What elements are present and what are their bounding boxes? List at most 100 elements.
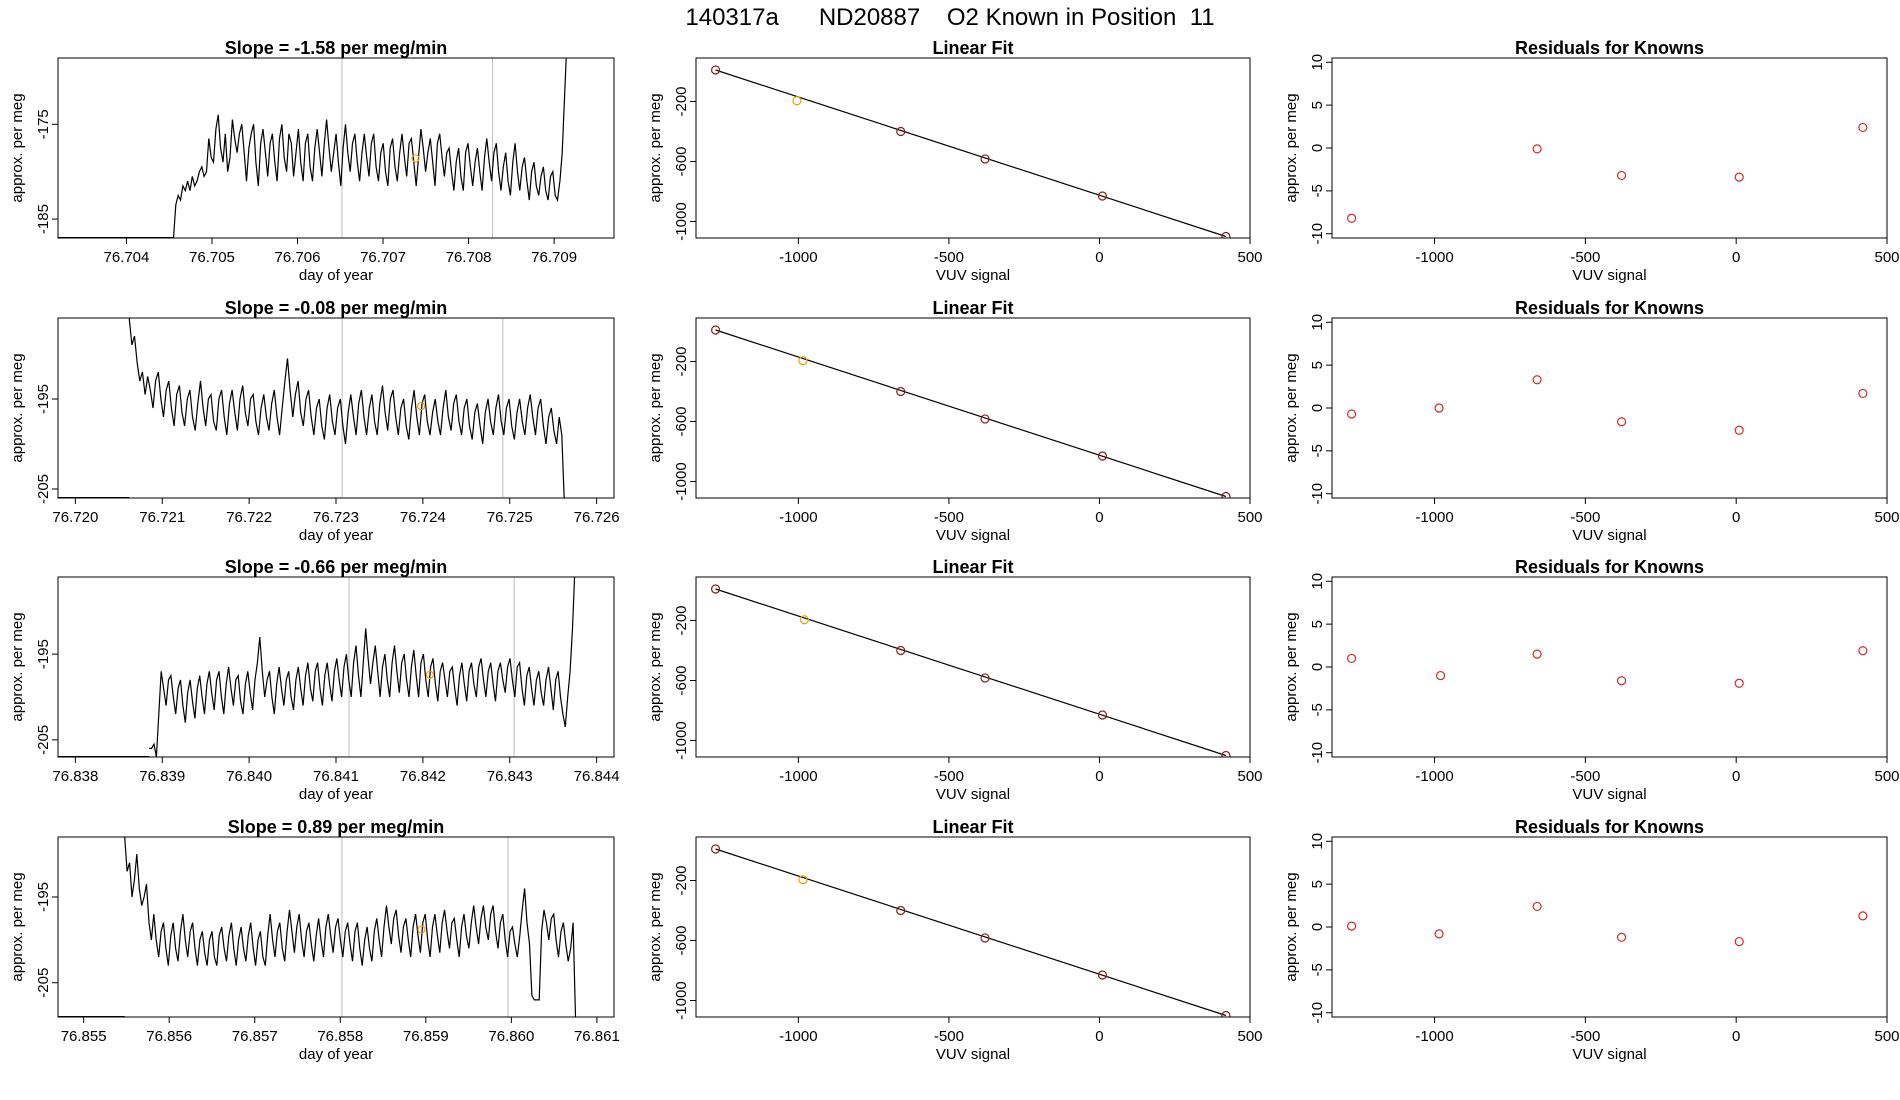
y-tick-label: 10: [1309, 314, 1326, 331]
y-axis-label: approx. per meg: [9, 93, 26, 202]
data-point: [1097, 451, 1108, 461]
y-axis-label: approx. per meg: [9, 872, 26, 981]
residual-point: [1858, 911, 1868, 921]
residuals-3: Residuals for Knowns -1000 -500 0 500 VUV sig…: [1283, 557, 1900, 803]
x-tick-label: 0: [1732, 1028, 1740, 1045]
fit-line: [715, 848, 1227, 1017]
residual-point: [1347, 409, 1357, 419]
highlight-point: [798, 875, 808, 885]
x-tick-label: 76.842: [400, 768, 446, 785]
x-tick-label: -500: [934, 1028, 964, 1045]
panel-title: Residuals for Knowns: [1515, 38, 1704, 58]
x-tick-label: 0: [1095, 1028, 1103, 1045]
data-layer: [710, 844, 1231, 1017]
x-tick-label: -1000: [1415, 768, 1453, 785]
data-layer: [1347, 375, 1868, 435]
y-tick-label: 0: [1309, 923, 1326, 931]
x-tick-label: 0: [1095, 768, 1103, 785]
x-tick-label: 76.843: [487, 768, 533, 785]
data-point: [710, 844, 721, 854]
data-layer: [58, 58, 567, 238]
panel-title: Slope = -0.66 per meg/min: [225, 557, 448, 577]
x-tick-label: 76.723: [313, 509, 359, 526]
x-tick-label: -1000: [779, 509, 817, 526]
panel-title: Linear Fit: [932, 38, 1013, 58]
x-tick-label: 76.726: [574, 509, 620, 526]
y-tick-label: -185: [35, 204, 52, 234]
highlight-point: [417, 925, 426, 934]
y-axis-label: approx. per meg: [9, 612, 26, 721]
plot-frame: [695, 57, 1251, 239]
timeseries-4: Slope = 0.89 per meg/min 76.855 76.856 76.8…: [9, 817, 620, 1063]
data-point: [1221, 231, 1231, 238]
y-tick-label: -10: [1309, 742, 1326, 764]
x-tick-label: 76.721: [139, 509, 185, 526]
x-axis-label: day of year: [299, 527, 373, 544]
residuals-4: Residuals for Knowns -1000 -500 0 500 VUV sig…: [1283, 817, 1900, 1063]
data-point: [980, 673, 990, 683]
x-tick-label: 76.838: [52, 768, 98, 785]
x-tick-label: 76.840: [226, 768, 272, 785]
series-line: [172, 58, 567, 238]
y-tick-label: 10: [1309, 54, 1326, 71]
residual-point: [1734, 678, 1744, 688]
series-line: [124, 837, 577, 1017]
y-tick-label: -1000: [673, 721, 690, 759]
residual-point: [1347, 921, 1357, 931]
x-axis-label: VUV signal: [1572, 267, 1646, 284]
x-tick-label: 76.709: [531, 249, 577, 266]
x-tick-label: 0: [1095, 249, 1103, 266]
y-tick-label: -600: [673, 406, 690, 436]
x-tick-label: 76.704: [103, 249, 149, 266]
residual-point: [1434, 403, 1444, 413]
plot-frame: [1331, 836, 1888, 1018]
residual-point: [1532, 144, 1542, 154]
timeseries-2: Slope = -0.08 per meg/min 76.720 76.721 76.…: [9, 298, 620, 544]
x-tick-label: 500: [1237, 249, 1262, 266]
residual-point: [1347, 213, 1357, 223]
x-axis-label: VUV signal: [936, 786, 1010, 803]
x-tick-label: 76.725: [487, 509, 533, 526]
highlight-point: [792, 96, 802, 106]
panel-title: Slope = -1.58 per meg/min: [225, 38, 448, 58]
y-axis-label: approx. per meg: [1283, 93, 1300, 202]
x-axis-label: VUV signal: [1572, 786, 1646, 803]
y-tick-label: -200: [673, 865, 690, 895]
panel-title: Linear Fit: [932, 557, 1013, 577]
x-tick-label: -500: [1570, 768, 1600, 785]
x-tick-label: 500: [1237, 509, 1262, 526]
x-tick-label: 0: [1732, 768, 1740, 785]
residual-point: [1858, 646, 1868, 656]
x-tick-label: -500: [1570, 1028, 1600, 1045]
residual-point: [1616, 676, 1627, 686]
x-tick-label: 76.857: [232, 1028, 278, 1045]
residual-point: [1734, 172, 1744, 182]
data-layer: [1347, 646, 1868, 688]
residual-point: [1532, 375, 1542, 385]
residual-point: [1435, 670, 1446, 681]
y-tick-label: 10: [1309, 573, 1326, 590]
data-layer: [710, 584, 1231, 757]
x-tick-label: 0: [1732, 249, 1740, 266]
x-tick-label: 500: [1874, 768, 1899, 785]
x-tick-label: 76.856: [146, 1028, 192, 1045]
x-tick-label: -500: [1570, 509, 1600, 526]
linear-fit-4: Linear Fit -1000 -500 0 500 VUV signal -200 -60…: [647, 817, 1263, 1063]
data-point: [980, 933, 990, 943]
panel-title: Linear Fit: [932, 298, 1013, 318]
highlight-point: [411, 154, 420, 163]
plot-frame: [695, 576, 1251, 758]
y-tick-label: -200: [673, 605, 690, 635]
y-tick-label: -600: [673, 925, 690, 955]
data-point: [710, 584, 721, 594]
x-tick-label: -500: [1570, 249, 1600, 266]
linear-fit-1: Linear Fit -1000 -500 0 500 VUV signal -200 -60…: [647, 38, 1263, 284]
x-tick-label: 76.708: [446, 249, 492, 266]
highlight-point: [798, 356, 808, 366]
data-point: [980, 154, 990, 164]
data-point: [980, 414, 990, 424]
y-axis-label: approx. per meg: [647, 93, 664, 202]
highlight-point: [799, 615, 809, 625]
y-tick-label: -5: [1309, 184, 1326, 197]
y-tick-label: -1000: [673, 202, 690, 240]
